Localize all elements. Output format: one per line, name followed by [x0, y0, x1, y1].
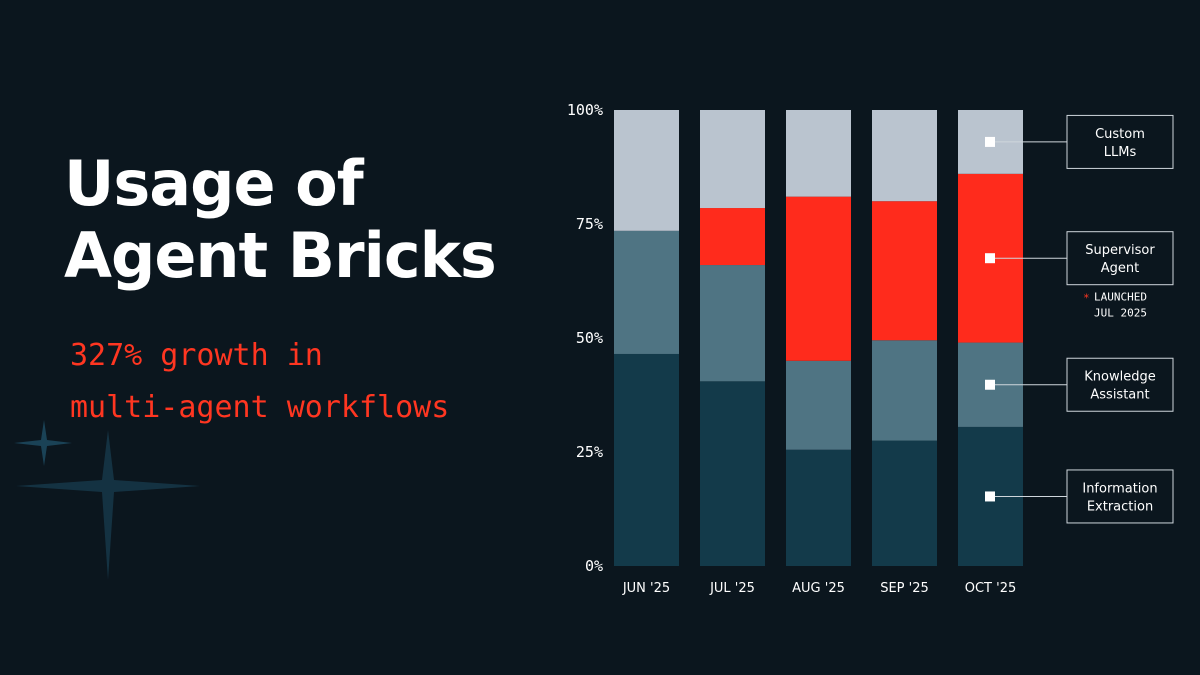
bar-segment-supervisor-agent — [700, 208, 765, 266]
legend: Custom LLMs Supervisor Agent Knowledge Assist… — [985, 114, 1174, 524]
bar-segment-information-extraction — [786, 449, 851, 566]
y-tick-label: 25% — [576, 443, 603, 461]
x-tick-label: AUG '25 — [792, 581, 845, 596]
y-axis: 0% 25% 50% 75% 100% — [567, 101, 603, 575]
legend-box — [1066, 114, 1174, 169]
legend-label: LLMs — [1104, 145, 1137, 160]
legend-label: Agent — [1101, 261, 1139, 276]
bar-segment-knowledge-assistant — [614, 230, 679, 354]
page-title: Usage of Agent Bricks — [64, 147, 497, 292]
legend-box — [1066, 231, 1174, 286]
legend-marker — [985, 379, 995, 390]
y-tick-label: 0% — [585, 557, 603, 575]
bar-segment-knowledge-assistant — [872, 340, 937, 441]
x-tick-label: SEP '25 — [880, 581, 929, 596]
legend-label: Assistant — [1090, 388, 1149, 403]
bar-segment-knowledge-assistant — [700, 265, 765, 382]
legend-label: Extraction — [1087, 499, 1153, 514]
bar-segment-custom-llms — [872, 110, 937, 202]
bar-segment-supervisor-agent — [872, 201, 937, 341]
subtitle: 327% growth in multi-agent workflows — [70, 330, 449, 434]
legend-marker — [985, 253, 995, 264]
y-tick-label: 100% — [567, 101, 603, 119]
bars — [614, 110, 1023, 566]
legend-label: Supervisor — [1085, 243, 1155, 258]
subtitle-line-2: multi-agent workflows — [70, 390, 450, 425]
legend-marker — [985, 491, 995, 502]
bar-segment-knowledge-assistant — [786, 360, 851, 450]
subtitle-line-1: 327% growth in — [70, 338, 323, 373]
bar-segment-supervisor-agent — [786, 196, 851, 361]
legend-box — [1066, 469, 1174, 524]
bar-segment-information-extraction — [614, 353, 679, 566]
legend-label: Information — [1082, 481, 1157, 496]
annotation-label: JUL 2025 — [1094, 307, 1147, 320]
legend-marker — [985, 136, 995, 147]
bar-segment-custom-llms — [614, 110, 679, 231]
annotation-asterisk: * — [1083, 292, 1090, 305]
x-tick-label: OCT '25 — [965, 581, 1017, 596]
annotation: * LAUNCHED JUL 2025 — [1083, 291, 1147, 320]
x-tick-label: JUL '25 — [709, 581, 755, 596]
x-tick-label: JUN '25 — [622, 581, 670, 596]
bar-segment-information-extraction — [872, 440, 937, 566]
y-tick-label: 50% — [576, 329, 603, 347]
title-line-2: Agent Bricks — [64, 219, 497, 292]
title-line-1: Usage of — [64, 147, 364, 220]
legend-label: Custom — [1095, 127, 1145, 142]
legend-label: Knowledge — [1084, 370, 1155, 385]
bar-segment-information-extraction — [700, 381, 765, 566]
sparkle-large-icon — [16, 430, 200, 580]
annotation-label: LAUNCHED — [1094, 291, 1147, 304]
y-tick-label: 75% — [576, 215, 603, 233]
sparkle-decoration — [14, 420, 200, 580]
legend-box — [1066, 357, 1174, 412]
x-axis: JUN '25 JUL '25 AUG '25 SEP '25 OCT '25 — [622, 581, 1016, 596]
sparkle-small-icon — [14, 420, 72, 466]
bar-segment-custom-llms — [700, 110, 765, 209]
bar-segment-custom-llms — [786, 110, 851, 197]
